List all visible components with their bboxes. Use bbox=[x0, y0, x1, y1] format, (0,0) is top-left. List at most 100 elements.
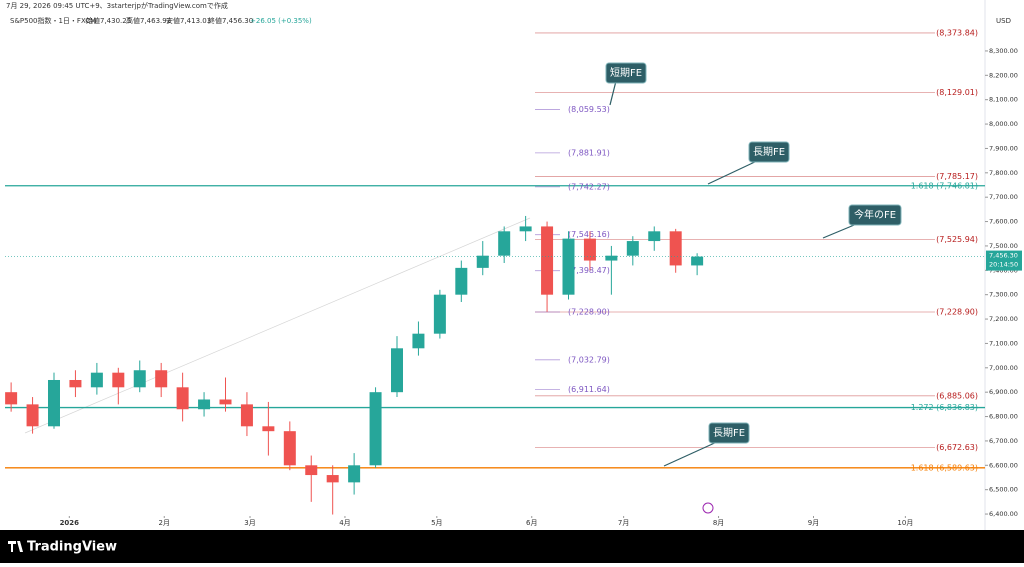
fe-level-label: (7,228.90) bbox=[568, 308, 610, 317]
fe-level-label: (7,742.27) bbox=[568, 182, 610, 191]
x-tick-label: 5月 bbox=[431, 519, 442, 527]
candle-body bbox=[326, 475, 339, 483]
x-tick-label: 8月 bbox=[713, 519, 724, 527]
fe-level-label: (7,546.16) bbox=[568, 230, 610, 239]
y-tick-label: 7,100.00 bbox=[989, 339, 1018, 347]
last-price-box bbox=[986, 250, 1022, 271]
candle-body bbox=[5, 392, 18, 405]
candle-body bbox=[219, 399, 232, 405]
callout-box bbox=[605, 62, 647, 84]
candle-body bbox=[498, 231, 511, 256]
footer-bar bbox=[0, 530, 1024, 563]
fib-level-label: 1.272 (6,836.83) bbox=[911, 403, 978, 412]
y-tick-label: 6,800.00 bbox=[989, 413, 1018, 421]
candle-body bbox=[305, 465, 318, 476]
x-tick-label: 4月 bbox=[339, 519, 350, 527]
fib-level-label: 1.618 (7,746.81) bbox=[911, 181, 978, 190]
fe-level-label: (7,881.91) bbox=[568, 148, 610, 157]
y-tick-label: 7,600.00 bbox=[989, 218, 1018, 226]
candle-body bbox=[669, 231, 682, 266]
candle-body bbox=[541, 226, 554, 295]
x-tick-label: 2026 bbox=[60, 519, 80, 527]
change: +26.05 (+0.35%) bbox=[250, 17, 312, 25]
callout-box bbox=[848, 204, 902, 226]
candle-body bbox=[133, 370, 146, 388]
callout-box bbox=[748, 141, 790, 163]
y-tick-label: 7,800.00 bbox=[989, 169, 1018, 177]
x-tick-label: 10月 bbox=[897, 519, 913, 527]
y-tick-label: 7,200.00 bbox=[989, 315, 1018, 323]
currency: USD bbox=[996, 17, 1011, 25]
callout-pointer bbox=[707, 159, 760, 185]
y-tick-label: 6,900.00 bbox=[989, 388, 1018, 396]
candle-body bbox=[519, 226, 532, 232]
close: 終値7,456.30 bbox=[208, 16, 253, 25]
candle-body bbox=[155, 370, 168, 388]
candle-body bbox=[562, 238, 575, 295]
y-tick-label: 8,300.00 bbox=[989, 47, 1018, 55]
y-tick-label: 7,000.00 bbox=[989, 364, 1018, 372]
fe-level-label: (6,672.63) bbox=[936, 443, 978, 452]
x-tick-label: 7月 bbox=[618, 519, 629, 527]
last-price-label: 7,456.30 bbox=[989, 252, 1018, 260]
callout-text: 今年のFE bbox=[854, 208, 896, 221]
callout-text: 短期FE bbox=[610, 66, 642, 79]
candle-body bbox=[283, 431, 296, 466]
y-tick-label: 7,700.00 bbox=[989, 193, 1018, 201]
logo-mark bbox=[8, 541, 23, 552]
fe-level-label: (8,129.01) bbox=[936, 88, 978, 97]
fe-level-label: (8,059.53) bbox=[568, 105, 610, 114]
callout-text: 長期FE bbox=[753, 146, 785, 158]
candle-body bbox=[626, 241, 639, 256]
x-tick-label: 3月 bbox=[244, 519, 255, 527]
trend-line bbox=[24, 217, 531, 434]
y-tick-label: 8,100.00 bbox=[989, 96, 1018, 104]
candle-body bbox=[198, 399, 211, 410]
candle-body bbox=[476, 255, 489, 268]
callout-pointer bbox=[663, 440, 720, 467]
candle-body bbox=[348, 465, 361, 483]
fe-level-label: (7,228.90) bbox=[936, 308, 978, 317]
plot: 6,400.00 6,500.00 6,600.00 6,700.00 6,800.00… bbox=[5, 28, 1022, 527]
candle-body bbox=[391, 348, 403, 393]
fe-level-label: (7,032.79) bbox=[568, 355, 610, 364]
x-tick-label: 6月 bbox=[526, 519, 537, 527]
fe-level-label: (7,525.94) bbox=[936, 235, 978, 244]
candle-body bbox=[112, 372, 125, 388]
y-tick-label: 6,500.00 bbox=[989, 486, 1018, 494]
candle-body bbox=[455, 267, 468, 295]
candle-body bbox=[691, 256, 704, 266]
high: 高値7,463.92 bbox=[126, 16, 171, 25]
candle-body bbox=[412, 333, 425, 349]
candle-body bbox=[583, 238, 596, 261]
callout-pointer bbox=[609, 80, 617, 106]
callout-box bbox=[708, 422, 750, 444]
candle-body bbox=[605, 255, 618, 261]
candle-body bbox=[26, 404, 39, 427]
y-tick-label: 6,700.00 bbox=[989, 437, 1018, 445]
symbol: S&P500指数・1日・FXCM bbox=[10, 16, 96, 25]
y-tick-label: 6,600.00 bbox=[989, 461, 1018, 469]
open: 始値7,430.25 bbox=[86, 16, 131, 25]
fe-level-label: (6,911.64) bbox=[568, 385, 610, 394]
fe-level-label: (8,373.84) bbox=[936, 28, 978, 37]
candle-body bbox=[48, 379, 60, 427]
y-tick-label: 7,900.00 bbox=[989, 144, 1018, 152]
candle-body bbox=[240, 404, 253, 427]
y-tick-label: 8,000.00 bbox=[989, 120, 1018, 128]
event-icon[interactable] bbox=[702, 502, 714, 514]
candle-body bbox=[262, 426, 275, 432]
candle-body bbox=[648, 231, 661, 242]
candle-body bbox=[369, 392, 382, 466]
candle-body bbox=[433, 294, 446, 334]
fe-level-label: (7,398.47) bbox=[568, 266, 610, 275]
y-tick-label: 6,400.00 bbox=[989, 510, 1018, 518]
candle-body bbox=[176, 387, 189, 410]
x-tick-label: 2月 bbox=[159, 519, 170, 527]
callout-text: 長期FE bbox=[713, 427, 745, 439]
x-tick-label: 9月 bbox=[808, 519, 819, 527]
candle-body bbox=[90, 372, 103, 388]
